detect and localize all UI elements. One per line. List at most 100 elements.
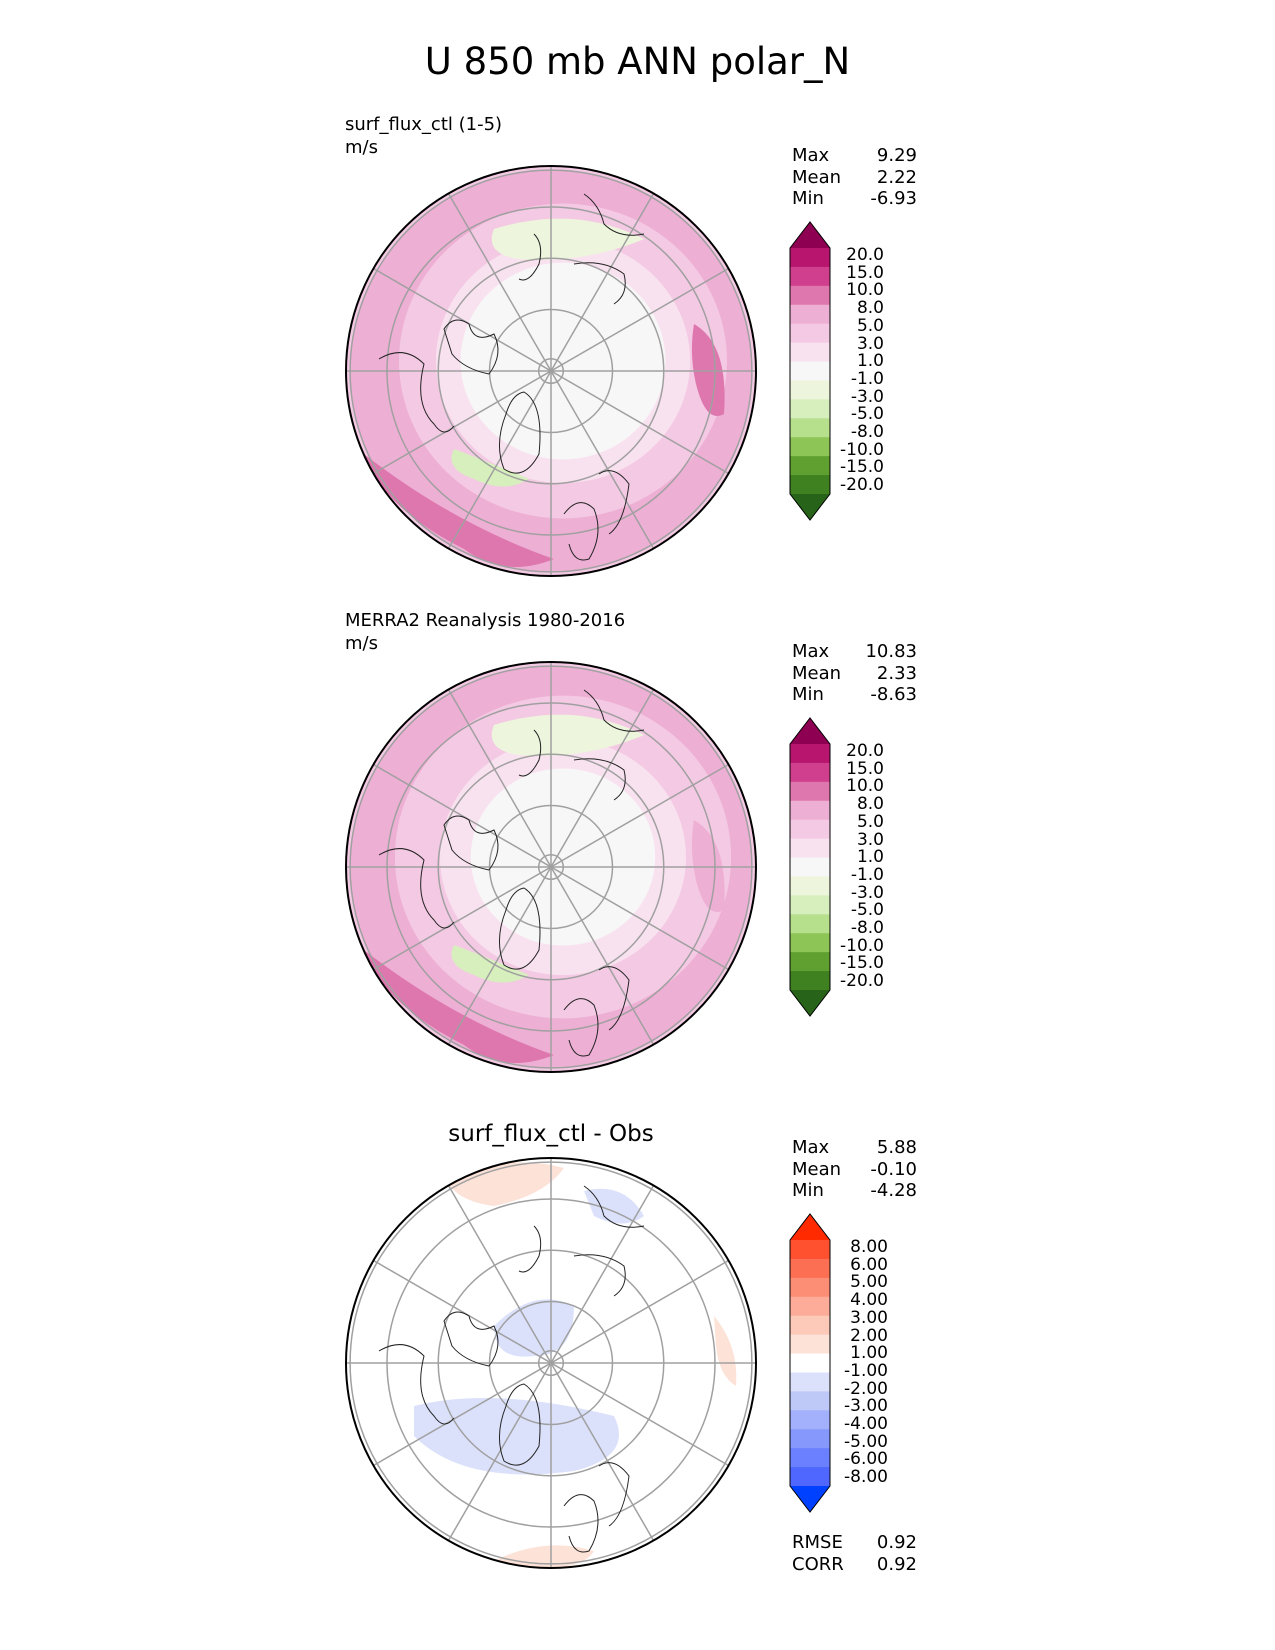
colorbar-test-ticks: 20.0 15.0 10.0 8.0 5.0 3.0 1.0 -1.0 -3.0 -5.0 -8.0… (836, 245, 884, 496)
coastline (518, 729, 542, 777)
colorbar-segment (790, 342, 830, 363)
colorbar-segment (790, 285, 830, 306)
colorbar-tick-label: 20.0 (846, 245, 884, 265)
colorbar-segment (790, 1240, 830, 1260)
stat-label: Min (792, 1180, 824, 1201)
metric-label: RMSE (792, 1532, 843, 1553)
colorbar-segment (790, 437, 830, 457)
coastline (563, 502, 599, 561)
colorbar-tick-label: 6.00 (850, 1254, 888, 1275)
colorbar-extension-bottom (790, 1486, 830, 1512)
colorbar-segment (790, 1315, 830, 1336)
colorbar-tick-label: 3.0 (856, 829, 884, 850)
coastline (378, 1344, 455, 1425)
colorbar-tick-label: 15.0 (846, 262, 884, 283)
panel-reference-units: m/s (345, 633, 378, 654)
stat-value: -6.93 (870, 188, 917, 209)
colorbar-reference (789, 717, 831, 1017)
map-region-siberia-easterlies (491, 714, 644, 756)
stat-value: 2.22 (876, 166, 917, 188)
colorbar-segment (790, 895, 830, 915)
coastline (573, 1254, 626, 1297)
colorbar-tick-label: -3.0 (850, 386, 884, 407)
colorbar-tick-label: 10.0 (846, 280, 884, 301)
map-region-pacific-positive (714, 1316, 737, 1386)
stat-value: 10.83 (865, 641, 917, 662)
colorbar-tick-label: 15.0 (846, 758, 884, 779)
map-field (346, 662, 756, 1072)
colorbar-tick-label: -2.00 (844, 1378, 888, 1399)
coastline (583, 1185, 645, 1228)
panel-difference-title: surf_flux_ctl - Obs (448, 1121, 654, 1147)
panel-test-title: surf_flux_ctl (1-5) (345, 114, 503, 135)
colorbar-segment (790, 418, 830, 438)
metric-value: 0.92 (876, 1532, 917, 1553)
coastline (378, 352, 455, 433)
colorbar-tick-label: -20.0 (840, 475, 884, 496)
colorbar-segment (790, 933, 830, 953)
colorbar-tick-label: 8.0 (856, 794, 884, 815)
map-region-siberia-easterlies (491, 218, 644, 260)
colorbar-segment (790, 971, 830, 991)
polar-map-difference (345, 1157, 757, 1569)
colorbar-extension-top (790, 718, 830, 744)
colorbar-segment (790, 857, 830, 877)
coastline (518, 1225, 542, 1273)
colorbar-segment (790, 1448, 830, 1468)
colorbar-tick-label: -5.0 (850, 900, 884, 921)
colorbar-tick-label: -1.00 (844, 1360, 888, 1381)
colorbar-tick-label: 8.00 (850, 1237, 888, 1257)
stat-value: 9.29 (876, 145, 917, 166)
map-boundary (345, 165, 757, 577)
colorbar-tick-label: -20.0 (840, 971, 884, 992)
coastline (598, 1462, 630, 1527)
colorbar-tick-label: -8.00 (844, 1467, 888, 1488)
map-contour-band (460, 262, 666, 460)
coastline (499, 887, 541, 970)
colorbar-tick-label: -10.0 (840, 935, 884, 956)
map-contour-band (470, 768, 656, 946)
colorbar-segment (790, 952, 830, 972)
colorbar-tick-label: -5.0 (850, 404, 884, 425)
map-boundary (345, 1157, 757, 1569)
coastline (443, 1311, 499, 1367)
colorbar-outline (789, 221, 831, 521)
coastline (443, 815, 499, 871)
panel-difference-stats: Max 5.88 Mean -0.10 Min -4.28 (792, 1137, 917, 1202)
colorbar-segment (790, 744, 830, 764)
colorbar-tick-label: 8.0 (856, 298, 884, 319)
colorbar-tick-label: -15.0 (840, 457, 884, 478)
colorbar-segment (790, 1258, 830, 1279)
map-region-greenland-easterlies (451, 449, 529, 487)
colorbar-tick-label: 20.0 (846, 741, 884, 761)
coastline (598, 470, 630, 535)
panel-test-stats: Max 9.29 Mean 2.22 Min -6.93 (792, 145, 917, 210)
colorbar-extension-top (790, 222, 830, 248)
colorbar-segment (790, 1429, 830, 1449)
panel-reference-title: MERRA2 Reanalysis 1980-2016 (345, 610, 626, 631)
colorbar-segment (790, 1277, 830, 1298)
map-boundary (345, 661, 757, 1073)
colorbar-extension-bottom (790, 494, 830, 520)
colorbar-tick-label: 3.0 (856, 333, 884, 354)
stat-value: 2.33 (876, 662, 917, 684)
stat-label: Mean (792, 166, 842, 188)
colorbar-difference (789, 1213, 831, 1513)
map-region-asia-negative (414, 1398, 619, 1475)
stat-label: Max (792, 145, 830, 166)
colorbar-tick-label: 3.00 (850, 1307, 888, 1328)
colorbar-tick-label: -3.0 (850, 882, 884, 903)
map-field (346, 166, 756, 576)
map-region-europe-positive (494, 1545, 594, 1568)
coastline (443, 319, 499, 375)
colorbar-reference-ticks: 20.0 15.0 10.0 8.0 5.0 3.0 1.0 -1.0 -3.0 -5.0 -8.0… (836, 741, 884, 992)
polar-map-test (345, 165, 757, 577)
meridian-line (447, 689, 655, 1045)
stat-label: Mean (792, 662, 842, 684)
polar-map-reference (345, 661, 757, 1073)
colorbar-tick-label: -6.00 (844, 1449, 888, 1470)
coastline (499, 391, 541, 474)
stat-label: Max (792, 641, 830, 662)
stat-label: Min (792, 188, 824, 209)
coastline (518, 233, 542, 281)
